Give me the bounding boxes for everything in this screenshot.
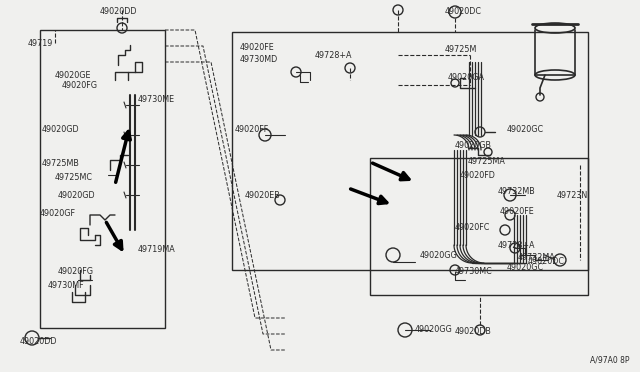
Text: 49723N: 49723N xyxy=(557,190,588,199)
Text: 49730MC: 49730MC xyxy=(455,267,493,276)
Text: 49020GD: 49020GD xyxy=(58,190,95,199)
Text: 49719: 49719 xyxy=(28,38,53,48)
Text: 49730MD: 49730MD xyxy=(240,55,278,64)
Text: 49020GB: 49020GB xyxy=(455,141,492,150)
Text: 49020GC: 49020GC xyxy=(507,263,544,273)
Text: 49730MF: 49730MF xyxy=(48,280,84,289)
Text: 49020FE: 49020FE xyxy=(500,208,535,217)
Bar xyxy=(40,30,165,328)
Text: 49020FE: 49020FE xyxy=(240,44,275,52)
Bar xyxy=(370,158,588,295)
Text: 49020FC: 49020FC xyxy=(455,224,490,232)
Text: 49020GG: 49020GG xyxy=(420,250,458,260)
Text: 49725MC: 49725MC xyxy=(55,173,93,183)
Text: 49719MA: 49719MA xyxy=(138,246,176,254)
Text: 49725MA: 49725MA xyxy=(468,157,506,167)
Text: 49020EB: 49020EB xyxy=(245,190,281,199)
Text: 49020FG: 49020FG xyxy=(62,80,98,90)
Text: 49020DC: 49020DC xyxy=(445,7,482,16)
Text: 49020DC: 49020DC xyxy=(528,257,565,266)
Text: 49020FD: 49020FD xyxy=(460,170,496,180)
Text: 49020GE: 49020GE xyxy=(55,71,92,80)
Text: A/97A0 8P: A/97A0 8P xyxy=(590,356,630,365)
Text: 49020FF: 49020FF xyxy=(235,125,269,135)
Text: 49732MA: 49732MA xyxy=(518,253,556,263)
Bar xyxy=(232,32,588,270)
Text: 49020DB: 49020DB xyxy=(455,327,492,337)
Text: 49728+A: 49728+A xyxy=(315,51,353,60)
Text: 49020GF: 49020GF xyxy=(40,208,76,218)
Text: 49020GG: 49020GG xyxy=(415,326,452,334)
Text: 49725MB: 49725MB xyxy=(42,158,80,167)
Text: 49020GC: 49020GC xyxy=(507,125,544,135)
Text: 49020FG: 49020FG xyxy=(58,267,94,276)
Text: 49020GD: 49020GD xyxy=(42,125,79,135)
Text: 49728+A: 49728+A xyxy=(498,241,536,250)
Text: 49732MB: 49732MB xyxy=(498,187,536,196)
Text: 49725M: 49725M xyxy=(445,45,477,55)
Text: 49020DD: 49020DD xyxy=(20,337,58,346)
Text: 49020GA: 49020GA xyxy=(448,74,485,83)
Text: 49730ME: 49730ME xyxy=(138,96,175,105)
Text: 49020DD: 49020DD xyxy=(100,7,138,16)
